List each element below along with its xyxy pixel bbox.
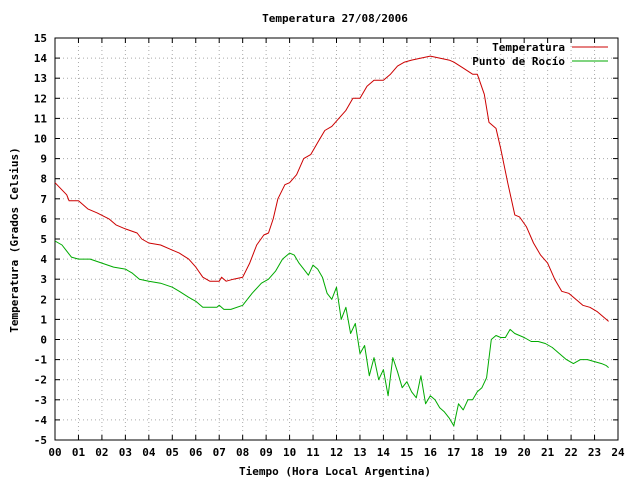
x-tick-label: 01 [72,446,86,459]
y-tick-label: 7 [40,193,47,206]
y-tick-label: 12 [34,92,47,105]
x-tick-label: 11 [306,446,320,459]
x-tick-label: 06 [189,446,203,459]
x-tick-label: 02 [95,446,108,459]
y-tick-label: 9 [40,153,47,166]
y-tick-label: 15 [34,32,47,45]
x-tick-label: 13 [353,446,366,459]
y-tick-label: 8 [40,173,47,186]
series-line-temperatura [54,55,609,322]
x-tick-label: 19 [494,446,507,459]
x-tick-label: 12 [330,446,343,459]
x-tick-label: 09 [260,446,273,459]
x-tick-label: 20 [518,446,531,459]
y-tick-label: 2 [40,293,47,306]
x-tick-label: 15 [400,446,413,459]
y-tick-label: -2 [34,374,47,387]
x-tick-label: 00 [48,446,61,459]
legend-label-temperatura: Temperatura [492,41,565,54]
x-tick-label: 08 [236,446,249,459]
x-tick-label: 07 [213,446,226,459]
x-tick-label: 17 [447,446,460,459]
x-tick-label: 21 [541,446,555,459]
x-tick-label: 10 [283,446,296,459]
x-tick-label: 18 [471,446,484,459]
x-tick-label: 24 [611,446,625,459]
x-tick-label: 03 [119,446,132,459]
x-tick-label: 22 [564,446,577,459]
y-tick-label: -4 [34,414,48,427]
x-tick-label: 23 [588,446,601,459]
series-layer [54,55,609,427]
y-tick-label: 6 [40,213,47,226]
y-tick-label: 3 [40,273,47,286]
y-tick-label: 4 [40,253,47,266]
x-tick-label: 05 [166,446,179,459]
series-line-punto-de-rocio [54,240,609,427]
x-axis-label: Tiempo (Hora Local Argentina) [239,465,431,478]
y-tick-label: 11 [34,112,48,125]
x-tick-label: 04 [142,446,156,459]
grid-lines [55,38,618,440]
y-tick-label: 5 [40,233,47,246]
chart-title: Temperatura 27/08/2006 [262,12,408,25]
y-tick-label: -1 [34,354,48,367]
legend-label-punto-de-rocio: Punto de Rocío [472,55,565,68]
y-tick-label: 13 [34,72,47,85]
y-tick-label: 10 [34,133,47,146]
axis-ticks: 00 01 02 03 04 05 06 07 08 09 10 11 12 13 14 15 16 17 18 19… [34,32,625,459]
y-tick-label: -5 [34,434,47,447]
y-tick-label: 1 [40,313,47,326]
y-axis-label: Temperatura (Grados Celsius) [8,147,21,332]
y-tick-label: 0 [40,334,47,347]
y-tick-label: 14 [34,52,48,65]
y-tick-label: -3 [34,394,47,407]
x-tick-label: 16 [424,446,438,459]
x-tick-label: 14 [377,446,391,459]
